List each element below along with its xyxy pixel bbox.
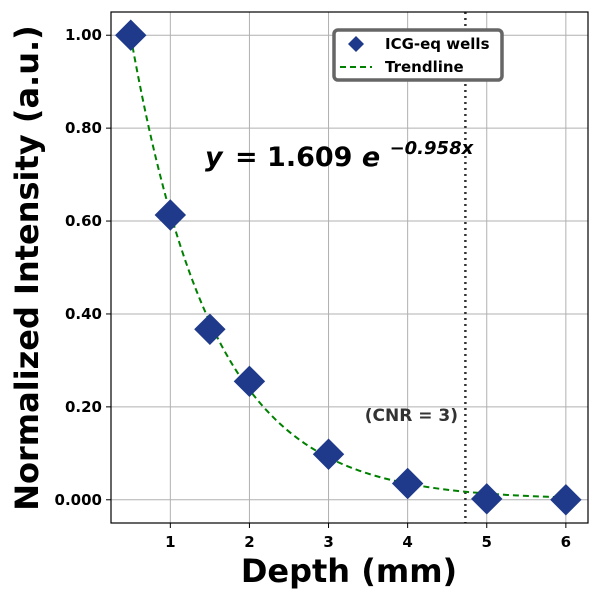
data-points: [115, 19, 582, 516]
data-point-diamond: [194, 313, 226, 345]
y-tick-label: 0.40: [65, 305, 102, 323]
cnr-annotation: (CNR = 3): [365, 406, 458, 426]
data-point-diamond: [550, 484, 582, 516]
x-axis-ticks: 1 2 3 4 5 6: [165, 523, 571, 551]
x-tick-label: 1: [165, 533, 175, 551]
x-axis-title: Depth (mm): [241, 552, 457, 590]
x-tick-label: 5: [482, 533, 492, 551]
y-tick-label: 0.80: [65, 119, 102, 137]
x-tick-label: 4: [402, 533, 412, 551]
legend-diamond-marker: [348, 36, 364, 52]
fit-equation-exponent: −0.958x: [390, 138, 475, 159]
plot-frame: [110, 11, 589, 524]
y-tick-label: 0.000: [55, 491, 102, 509]
legend-label-trend: Trendline: [385, 58, 464, 76]
x-tick-label: 3: [323, 533, 333, 551]
y-axis-title: Normalized Intensity (a.u.): [8, 25, 46, 511]
legend-label-wells: ICG-eq wells: [385, 35, 490, 53]
x-tick-label: 2: [244, 533, 254, 551]
y-tick-label: 0.60: [65, 212, 102, 230]
data-point-diamond: [115, 19, 147, 51]
data-point-diamond: [233, 365, 266, 398]
data-point-diamond: [154, 199, 187, 231]
data-point-diamond: [391, 467, 424, 500]
y-axis-ticks: 0.000 0.20 0.40 0.60 0.80 1.00: [55, 26, 111, 509]
fit-equation-e: e: [362, 142, 380, 173]
y-tick-label: 1.00: [65, 26, 102, 44]
x-tick-label: 6: [561, 533, 571, 551]
data-point-diamond: [312, 438, 345, 470]
grid: [111, 12, 588, 523]
fit-equation-coefficient: = 1.609: [235, 142, 352, 173]
data-point-diamond: [471, 483, 503, 515]
fit-equation: y = 1.609 e −0.958x: [205, 138, 475, 173]
y-tick-label: 0.20: [65, 398, 102, 416]
legend-box: [332, 28, 504, 82]
fit-equation-y: y: [205, 142, 224, 173]
legend: ICG-eq wells Trendline: [332, 28, 504, 82]
